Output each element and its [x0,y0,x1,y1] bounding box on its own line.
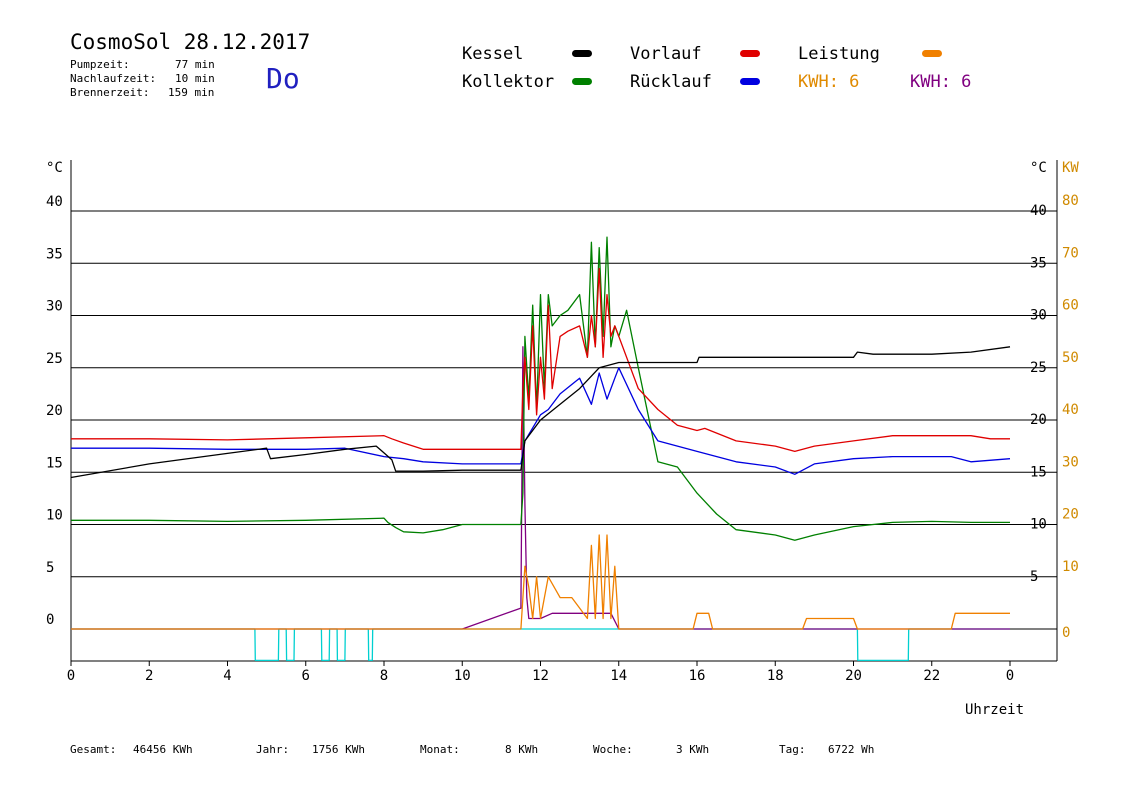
x-tick-label: 8 [380,668,388,684]
y-tick-left: 5 [46,560,54,576]
y-tick-left: 15 [46,455,63,471]
stat-pumpzeit-value: 77 min [175,58,215,71]
y-tick-right: 30 [1030,308,1047,324]
y-tick-right-kw: 70 [1062,245,1079,261]
x-tick-label: 20 [845,668,862,684]
legend-kollektor-swatch [572,78,592,85]
footer-woche-value: 3 KWh [676,743,710,756]
legend-leistung-swatch [922,50,942,57]
y-tick-left: 10 [46,508,63,524]
footer-tag-value: 6722 Wh [828,743,875,756]
x-axis-label: Uhrzeit [965,702,1024,718]
x-tick-label: 12 [532,668,549,684]
series-line-leistung [71,534,1010,630]
x-tick-label: 4 [223,668,231,684]
x-tick-label: 2 [145,668,153,684]
series-line-kessel [70,346,1011,479]
y-tick-left: 20 [46,403,63,419]
x-tick-label: 6 [302,668,310,684]
series-line-ruecklauf [71,367,1011,475]
footer-tag-label: Tag: [779,743,806,756]
footer-monat-label: Monat: [420,743,460,756]
x-tick-label: 10 [454,668,471,684]
y-tick-right-kw: 30 [1062,454,1079,470]
y-tick-right: 20 [1030,412,1047,428]
legend-vorlauf-label: Vorlauf [630,44,702,64]
footer-woche-label: Woche: [593,743,633,756]
y-tick-right-kw: 20 [1062,507,1079,523]
series-line-vorlauf [71,267,1010,453]
y-tick-right: 5 [1030,569,1038,585]
y-tick-left: 0 [46,612,54,628]
y-tick-right-kw: 60 [1062,298,1079,314]
y-tick-left: 35 [46,246,63,262]
stat-brennerzeit-value: 159 min [168,86,215,99]
stat-brennerzeit-label: Brennerzeit: [70,86,150,99]
series-line-pumpe [71,628,1010,662]
y-tick-left: 25 [46,351,63,367]
x-tick-label: 0 [1006,668,1014,684]
y-tick-right-kw: 40 [1062,402,1079,418]
legend-ruecklauf-label: Rücklauf [630,72,712,92]
y-unit-right-kw: KW [1062,160,1079,176]
legend-kessel-label: Kessel [462,44,524,64]
legend-leistung-label: Leistung [798,44,880,64]
x-tick-label: 16 [689,668,706,684]
y-tick-right-kw: 80 [1062,193,1079,209]
x-tick-label: 0 [67,668,75,684]
legend-kollektor-label: Kollektor [462,72,555,92]
y-tick-right: 15 [1030,464,1047,480]
legend-vorlauf-swatch [740,50,760,57]
y-tick-left: 30 [46,299,63,315]
y-tick-right: 10 [1030,517,1047,533]
x-tick-label: 18 [767,668,784,684]
stat-pumpzeit-label: Pumpzeit: [70,58,130,71]
footer-jahr-value: 1756 KWh [312,743,365,756]
footer-gesamt-label: Gesamt: [70,743,117,756]
footer-monat-value: 8 KWh [505,743,539,756]
page-title: CosmoSol 28.12.2017 [70,30,311,54]
y-tick-right: 35 [1030,255,1047,271]
y-tick-right: 25 [1030,360,1047,376]
stat-nachlaufzeit-label: Nachlaufzeit: [70,72,157,85]
footer-gesamt-value: 46456 KWh [133,743,193,756]
footer-jahr-label: Jahr: [256,743,290,756]
y-tick-right-kw: 10 [1062,559,1079,575]
weekday-label: Do [266,62,300,95]
series-line-kollektor [71,236,1010,541]
x-tick-label: 22 [923,668,940,684]
y-tick-right-kw: 50 [1062,350,1079,366]
legend-kessel-swatch [572,50,592,57]
y-tick-right-kw: 0 [1062,625,1070,641]
y-unit-left: °C [46,160,63,176]
y-unit-right: °C [1030,160,1047,176]
legend-kwh-orange: KWH: 6 [798,72,860,92]
legend-kwh-purple: KWH: 6 [910,72,972,92]
stat-nachlaufzeit-value: 10 min [175,72,215,85]
y-tick-right: 40 [1030,203,1047,219]
x-tick-label: 14 [610,668,627,684]
series-line-kwh [71,346,1010,630]
legend-ruecklauf-swatch [740,78,760,85]
y-tick-left: 40 [46,194,63,210]
